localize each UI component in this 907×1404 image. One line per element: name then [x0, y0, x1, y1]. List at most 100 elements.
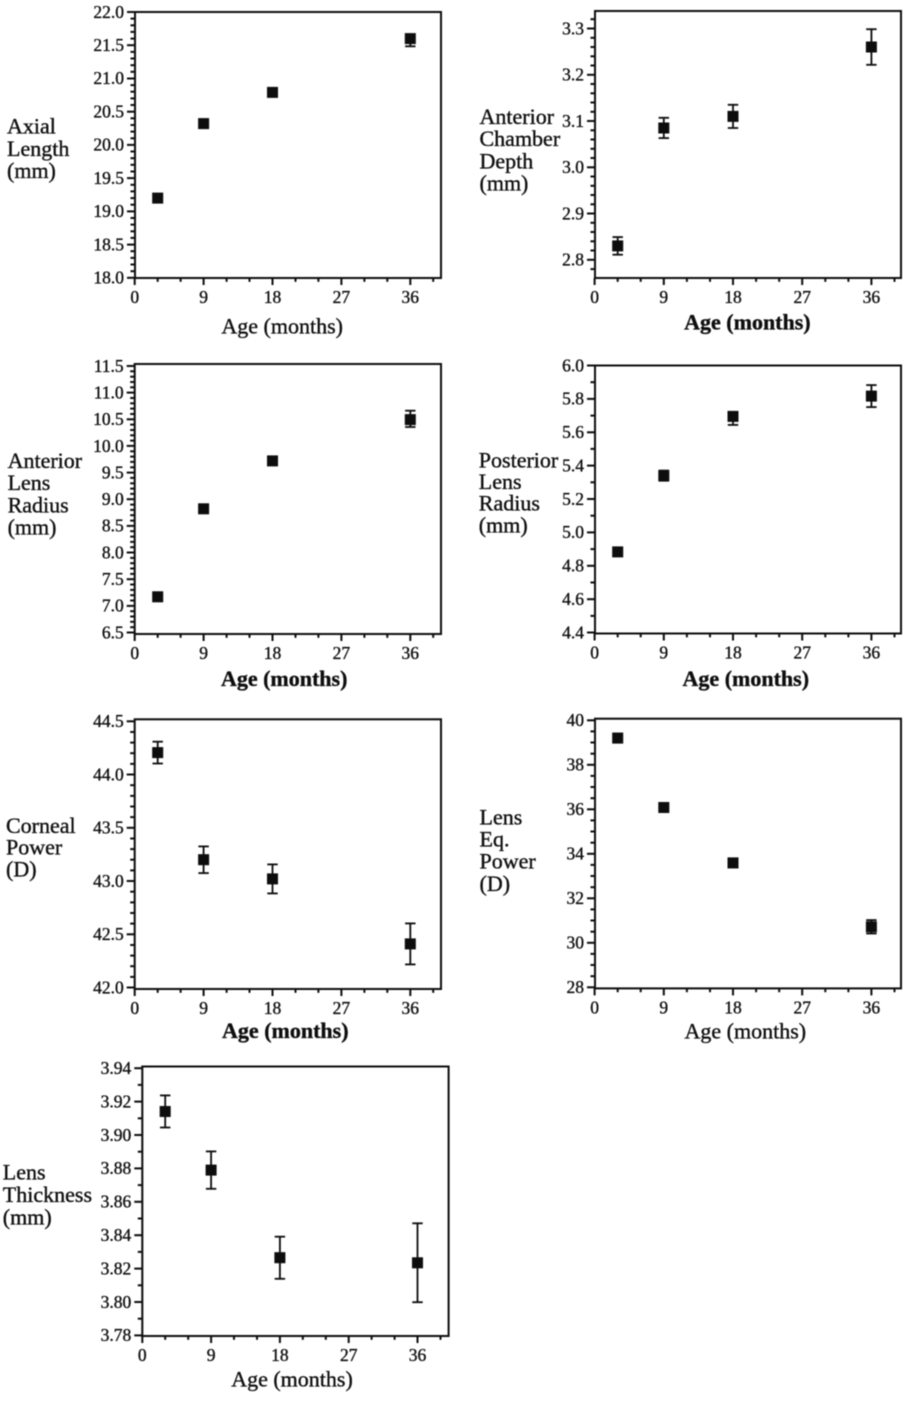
svg-text:36: 36 [863, 997, 881, 1017]
svg-text:Axial: Axial [7, 114, 56, 139]
svg-text:0: 0 [590, 997, 599, 1017]
svg-text:Age (months): Age (months) [231, 1367, 353, 1392]
svg-text:3.82: 3.82 [101, 1258, 132, 1278]
svg-text:36: 36 [863, 287, 881, 307]
svg-text:10.0: 10.0 [93, 436, 124, 456]
svg-text:5.0: 5.0 [562, 522, 584, 542]
svg-text:3.88: 3.88 [101, 1158, 132, 1178]
svg-text:Depth: Depth [480, 148, 534, 173]
svg-text:19.5: 19.5 [93, 168, 124, 188]
svg-text:Power: Power [6, 835, 63, 860]
svg-text:Radius: Radius [8, 492, 69, 517]
svg-text:18: 18 [271, 1345, 289, 1365]
svg-text:Age (months): Age (months) [221, 314, 343, 339]
svg-text:4.4: 4.4 [562, 622, 584, 642]
svg-text:18.0: 18.0 [93, 268, 124, 288]
svg-text:22.0: 22.0 [93, 2, 124, 22]
svg-text:42.0: 42.0 [93, 977, 124, 997]
svg-text:18: 18 [264, 643, 282, 663]
svg-text:Age (months): Age (months) [221, 666, 348, 691]
svg-text:(D): (D) [6, 857, 37, 882]
svg-text:0: 0 [130, 998, 139, 1018]
svg-text:9: 9 [199, 643, 208, 663]
svg-text:Age (months): Age (months) [222, 1018, 349, 1043]
svg-text:2.9: 2.9 [562, 203, 584, 223]
svg-text:34: 34 [567, 844, 585, 864]
svg-text:27: 27 [333, 287, 351, 307]
svg-text:27: 27 [340, 1345, 358, 1365]
svg-text:27: 27 [333, 643, 351, 663]
svg-text:(mm): (mm) [479, 512, 528, 537]
svg-text:8.5: 8.5 [102, 516, 124, 536]
svg-text:28: 28 [567, 977, 585, 997]
svg-text:(D): (D) [480, 871, 511, 896]
svg-text:5.4: 5.4 [562, 455, 584, 475]
svg-text:0: 0 [130, 643, 139, 663]
svg-text:9: 9 [199, 998, 208, 1018]
svg-text:36: 36 [402, 998, 420, 1018]
svg-text:20.5: 20.5 [93, 102, 124, 122]
svg-text:(mm): (mm) [480, 171, 529, 196]
svg-text:6.5: 6.5 [102, 622, 124, 642]
svg-text:27: 27 [793, 287, 811, 307]
svg-text:18: 18 [264, 287, 282, 307]
svg-text:2.8: 2.8 [562, 250, 584, 270]
svg-text:9: 9 [659, 997, 668, 1017]
svg-text:Lens: Lens [3, 1160, 46, 1185]
svg-text:4.8: 4.8 [562, 556, 584, 576]
svg-text:7.0: 7.0 [102, 596, 124, 616]
svg-text:7.5: 7.5 [102, 569, 124, 589]
svg-text:36: 36 [402, 287, 420, 307]
svg-text:21.0: 21.0 [93, 68, 124, 88]
svg-text:6.0: 6.0 [562, 355, 584, 375]
svg-text:27: 27 [333, 998, 351, 1018]
svg-text:20.0: 20.0 [93, 135, 124, 155]
svg-text:36: 36 [863, 643, 881, 663]
svg-text:3.80: 3.80 [101, 1292, 132, 1312]
svg-text:Lens: Lens [8, 470, 51, 495]
svg-text:9: 9 [659, 643, 668, 663]
svg-text:8.0: 8.0 [102, 542, 124, 562]
svg-text:(mm): (mm) [8, 514, 57, 539]
svg-text:Length: Length [7, 136, 69, 161]
svg-text:0: 0 [590, 287, 599, 307]
svg-text:0: 0 [130, 287, 139, 307]
svg-text:18: 18 [724, 287, 742, 307]
svg-text:40: 40 [567, 710, 585, 730]
svg-text:43.5: 43.5 [93, 818, 124, 838]
svg-text:11.5: 11.5 [94, 356, 124, 376]
svg-text:Age (months): Age (months) [683, 666, 810, 691]
svg-text:9.5: 9.5 [102, 462, 124, 482]
svg-text:19.0: 19.0 [93, 201, 124, 221]
svg-text:Eq.: Eq. [480, 827, 510, 852]
svg-text:3.3: 3.3 [562, 18, 584, 38]
svg-text:Radius: Radius [479, 491, 540, 516]
svg-text:18: 18 [724, 643, 742, 663]
svg-text:27: 27 [793, 643, 811, 663]
svg-text:36: 36 [409, 1345, 427, 1365]
svg-text:3.2: 3.2 [562, 65, 584, 85]
svg-text:18.5: 18.5 [93, 234, 124, 254]
svg-text:(mm): (mm) [7, 158, 56, 183]
svg-text:43.0: 43.0 [93, 871, 124, 891]
svg-text:Anterior: Anterior [8, 448, 83, 473]
svg-text:Lens: Lens [479, 469, 522, 494]
svg-text:3.86: 3.86 [101, 1192, 132, 1212]
svg-text:44.5: 44.5 [93, 711, 124, 731]
svg-text:44.0: 44.0 [93, 764, 124, 784]
svg-text:10.5: 10.5 [93, 409, 124, 429]
svg-text:9.0: 9.0 [102, 489, 124, 509]
svg-text:3.84: 3.84 [101, 1225, 132, 1245]
svg-text:Corneal: Corneal [6, 813, 76, 838]
svg-text:(mm): (mm) [3, 1205, 52, 1230]
svg-text:Lens: Lens [480, 805, 523, 830]
svg-text:38: 38 [567, 755, 585, 775]
svg-text:Chamber: Chamber [480, 126, 561, 151]
svg-text:5.6: 5.6 [562, 422, 584, 442]
svg-text:Posterior: Posterior [479, 448, 559, 473]
svg-text:9: 9 [207, 1345, 216, 1365]
svg-text:5.8: 5.8 [562, 389, 584, 409]
svg-text:3.0: 3.0 [562, 157, 584, 177]
svg-text:18: 18 [724, 997, 742, 1017]
svg-text:11.0: 11.0 [94, 382, 124, 402]
